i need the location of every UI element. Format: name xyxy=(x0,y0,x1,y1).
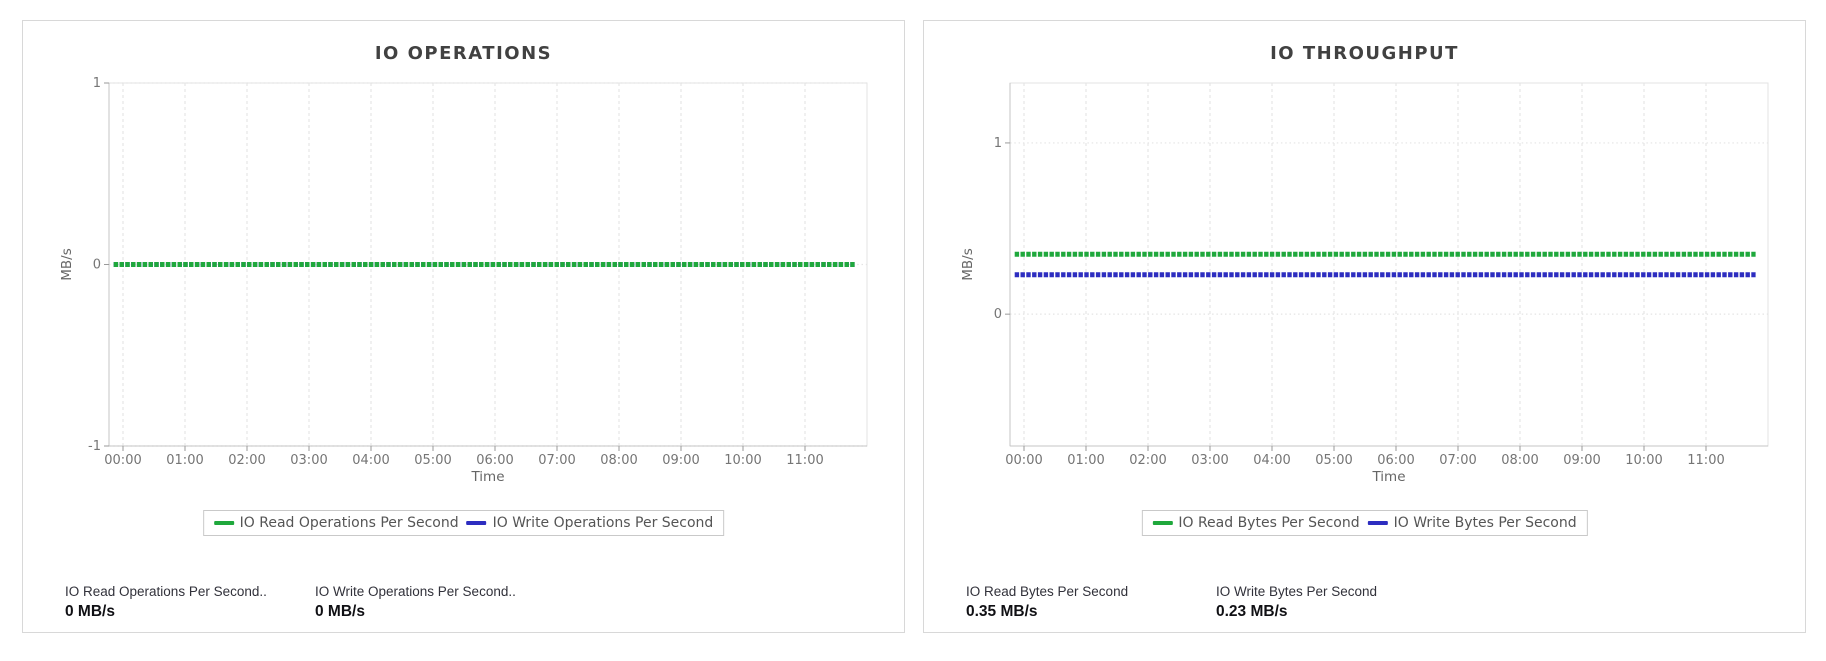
stat-label: IO Write Bytes Per Second xyxy=(1216,584,1378,599)
legend-label: IO Write Bytes Per Second xyxy=(1393,515,1577,531)
stat-value: 0 MB/s xyxy=(65,603,115,620)
svg-text:1: 1 xyxy=(93,76,101,91)
stat-read-bytes: IO Read Bytes Per Second 0.35 MB/s xyxy=(966,584,1216,621)
svg-text:01:00: 01:00 xyxy=(166,453,203,468)
write-series-swatch xyxy=(1367,521,1388,525)
svg-text:11:00: 11:00 xyxy=(786,453,823,468)
stat-label: IO Read Bytes Per Second xyxy=(966,584,1129,599)
stat-write-bytes: IO Write Bytes Per Second 0.23 MB/s xyxy=(1216,584,1466,621)
legend-item-write: IO Write Operations Per Second xyxy=(466,515,714,531)
svg-text:-1: -1 xyxy=(88,439,101,454)
svg-text:1: 1 xyxy=(994,136,1002,151)
legend-label: IO Write Operations Per Second xyxy=(492,515,714,531)
legend-label: IO Read Bytes Per Second xyxy=(1178,515,1360,531)
svg-text:10:00: 10:00 xyxy=(724,453,761,468)
stat-value: 0.23 MB/s xyxy=(1216,603,1288,620)
svg-text:11:00: 11:00 xyxy=(1687,453,1724,468)
svg-text:04:00: 04:00 xyxy=(1253,453,1290,468)
svg-text:MB/s: MB/s xyxy=(960,248,976,281)
svg-text:08:00: 08:00 xyxy=(600,453,637,468)
chart-title: IO OPERATIONS xyxy=(374,43,553,64)
svg-text:0: 0 xyxy=(93,258,101,273)
svg-text:03:00: 03:00 xyxy=(1191,453,1228,468)
chart-legend: IO Read Bytes Per Second IO Write Bytes … xyxy=(1141,510,1588,536)
io-operations-panel: IO OPERATIONS 1 0 -1 00:00 01:00 02:00 03:00 04… xyxy=(22,20,905,633)
chart-legend: IO Read Operations Per Second IO Write O… xyxy=(202,510,725,536)
svg-text:07:00: 07:00 xyxy=(538,453,575,468)
read-series-swatch xyxy=(213,521,234,525)
svg-text:03:00: 03:00 xyxy=(290,453,327,468)
svg-text:05:00: 05:00 xyxy=(414,453,451,468)
stats-row: IO Read Operations Per Second.. 0 MB/s I… xyxy=(65,584,565,621)
stat-value: 0 MB/s xyxy=(315,603,365,620)
svg-text:10:00: 10:00 xyxy=(1625,453,1662,468)
svg-text:09:00: 09:00 xyxy=(662,453,699,468)
chart-title: IO THROUGHPUT xyxy=(1270,43,1459,64)
legend-item-write: IO Write Bytes Per Second xyxy=(1367,515,1577,531)
legend-label: IO Read Operations Per Second xyxy=(239,515,459,531)
io-operations-chart: 1 0 -100:00 01:00 02:00 03:00 04:00 05:00 06:00 0… xyxy=(59,76,868,485)
svg-text:02:00: 02:00 xyxy=(1129,453,1166,468)
legend-item-read: IO Read Operations Per Second xyxy=(213,515,459,531)
svg-text:08:00: 08:00 xyxy=(1501,453,1538,468)
svg-text:06:00: 06:00 xyxy=(1377,453,1414,468)
svg-text:05:00: 05:00 xyxy=(1315,453,1352,468)
write-series-swatch xyxy=(466,521,487,525)
svg-text:02:00: 02:00 xyxy=(228,453,265,468)
stat-value: 0.35 MB/s xyxy=(966,603,1038,620)
svg-text:04:00: 04:00 xyxy=(352,453,389,468)
svg-text:Time: Time xyxy=(1371,469,1405,485)
legend-item-read: IO Read Bytes Per Second xyxy=(1152,515,1360,531)
stat-label: IO Read Operations Per Second.. xyxy=(65,584,267,599)
stats-row: IO Read Bytes Per Second 0.35 MB/s IO Wr… xyxy=(966,584,1466,621)
svg-text:06:00: 06:00 xyxy=(476,453,513,468)
io-throughput-chart: 1 0 00:00 01:00 02:00 03:00 04:00 05:00 06:00 07:… xyxy=(960,82,1769,485)
svg-text:Time: Time xyxy=(470,469,504,485)
svg-text:01:00: 01:00 xyxy=(1067,453,1104,468)
svg-text:0: 0 xyxy=(994,307,1002,322)
io-throughput-panel: IO THROUGHPUT 1 0 00:00 01:00 02:00 03:00 04:0… xyxy=(923,20,1806,633)
read-series-swatch xyxy=(1152,521,1173,525)
svg-text:MB/s: MB/s xyxy=(59,248,75,281)
svg-text:00:00: 00:00 xyxy=(104,453,141,468)
svg-text:07:00: 07:00 xyxy=(1439,453,1476,468)
stat-label: IO Write Operations Per Second.. xyxy=(315,584,516,599)
stat-write-operations: IO Write Operations Per Second.. 0 MB/s xyxy=(315,584,565,621)
svg-text:00:00: 00:00 xyxy=(1005,453,1042,468)
stat-read-operations: IO Read Operations Per Second.. 0 MB/s xyxy=(65,584,315,621)
svg-text:09:00: 09:00 xyxy=(1563,453,1600,468)
